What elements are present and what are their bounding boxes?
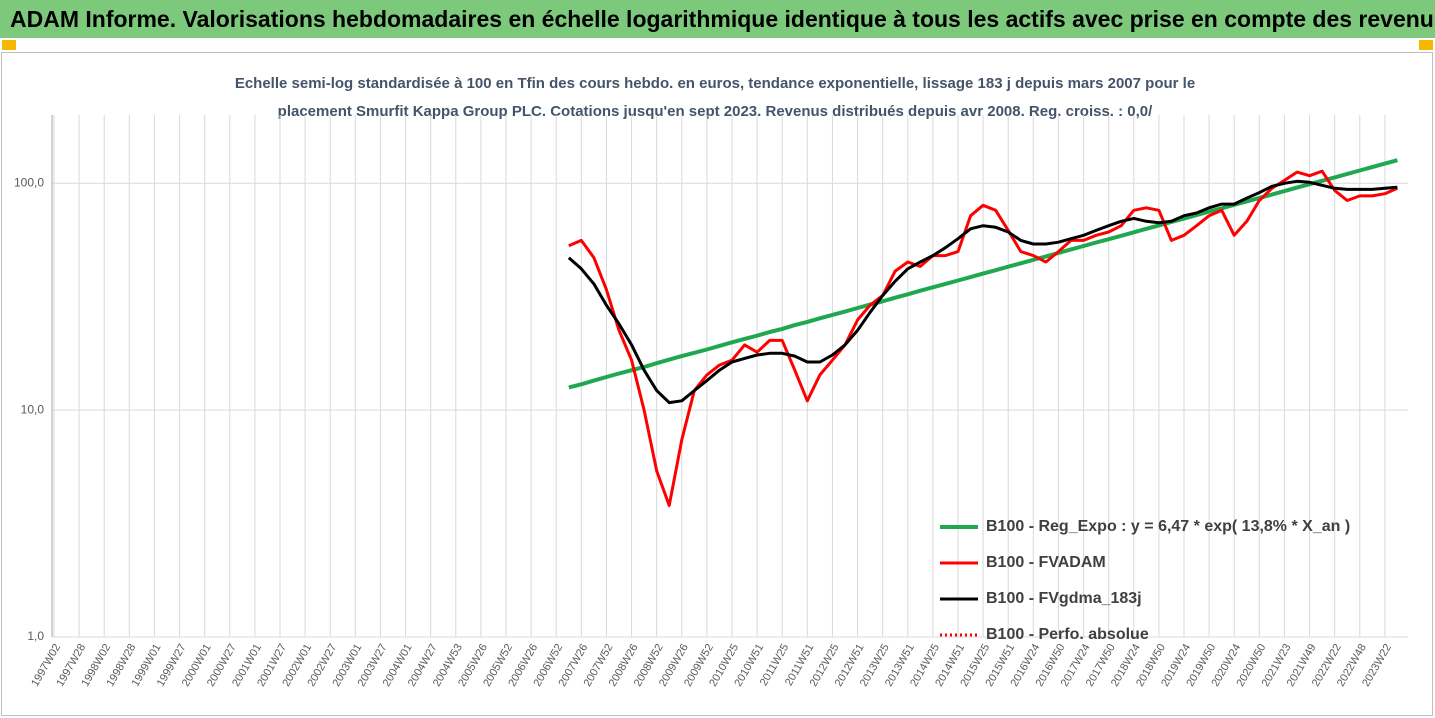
y-tick-label: 10,0 [21,402,45,416]
legend-label: B100 - FVADAM [986,554,1106,571]
legend-label: B100 - Reg_Expo : y = 6,47 * exp( 13,8% … [986,518,1350,535]
chart-frame [1,52,1433,716]
corner-marker [1419,40,1433,50]
series-line [568,158,1398,390]
legend-label: B100 - FVgdma_183j [986,590,1142,607]
corner-marker [2,40,16,50]
chart-subtitle: Echelle semi-log standardisée à 100 en T… [235,75,1195,92]
y-tick-label: 100,0 [14,175,44,189]
chart-subtitle: placement Smurfit Kappa Group PLC. Cotat… [278,103,1153,120]
chart-title: ADAM Informe. Valorisations hebdomadaire… [10,6,1435,32]
header-bar [0,0,1435,38]
y-tick-label: 1,0 [27,629,44,643]
series-line [568,169,1398,507]
legend-label: B100 - Perfo. absolue [986,626,1149,643]
plot-area: 1997W021997W281998W021998W281999W011999W… [14,115,1408,689]
series-line [567,179,1398,405]
